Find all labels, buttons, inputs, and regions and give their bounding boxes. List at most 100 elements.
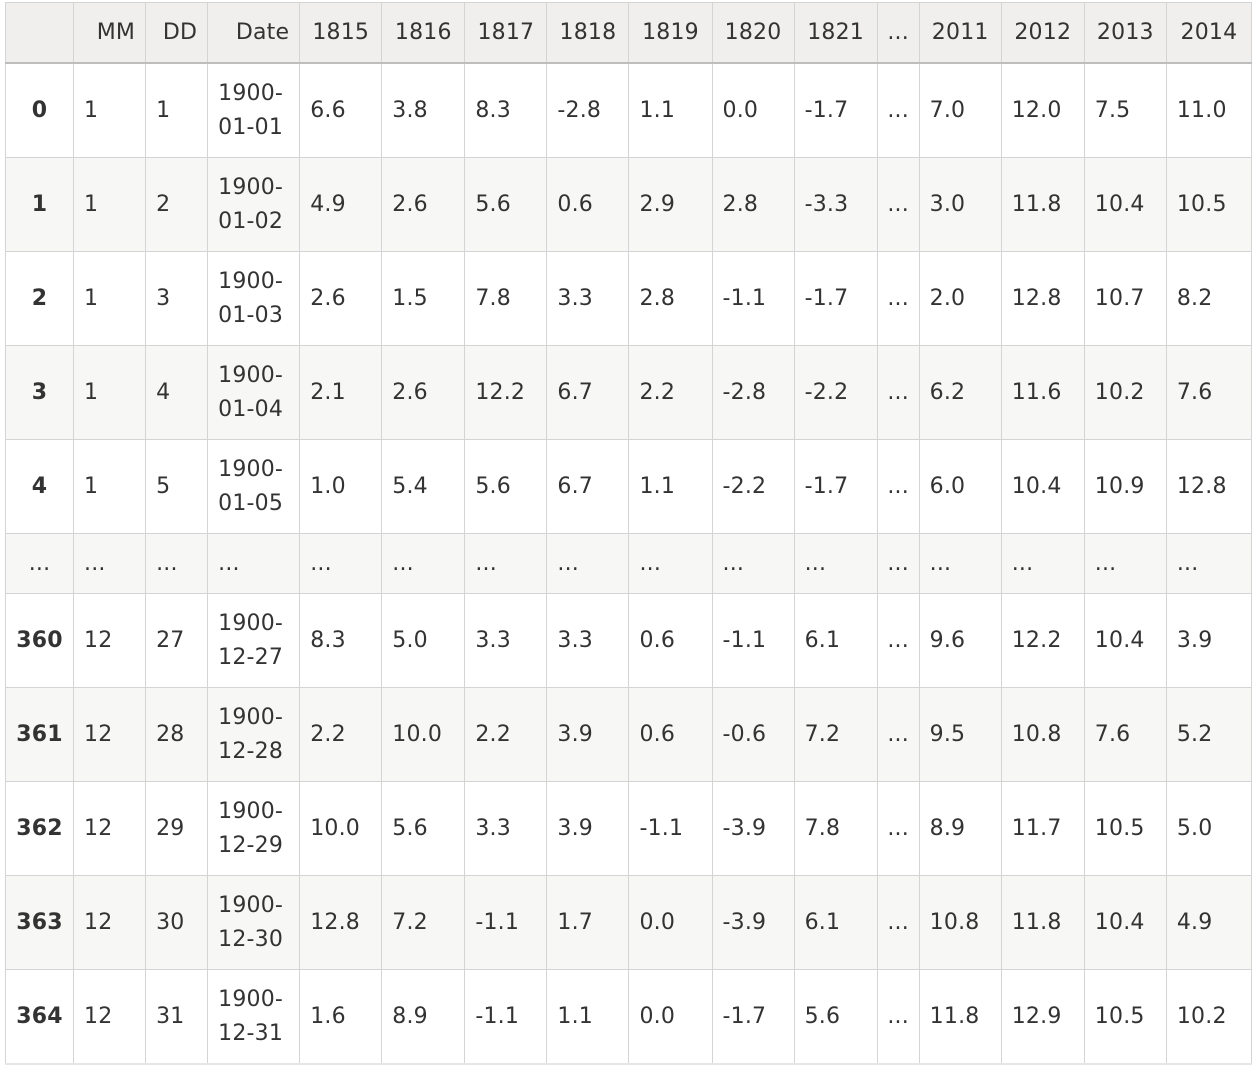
table-cell: 29 bbox=[145, 781, 209, 876]
table-cell: -1.1 bbox=[464, 969, 548, 1064]
row-index: 363 bbox=[4, 875, 75, 970]
table-row: 361 12 28 1900-12-28 2.2 10.0 2.2 3.9 0.6 -0.6 7.2… bbox=[4, 687, 1252, 782]
table-cell: 8.3 bbox=[464, 62, 548, 158]
table-cell: 12 bbox=[73, 781, 147, 876]
table-cell: 0.0 bbox=[628, 969, 713, 1064]
ellipsis-cell: ... bbox=[876, 533, 920, 594]
table-row: 0 1 1 1900-01-01 6.6 3.8 8.3 -2.8 1.1 0.0 -1.7... 7… bbox=[4, 62, 1252, 158]
table-cell: 1 bbox=[73, 157, 147, 252]
table-cell: 3 bbox=[145, 251, 209, 346]
table-cell: -1.1 bbox=[711, 593, 795, 688]
table-cell: 12.8 bbox=[1000, 251, 1085, 346]
table-cell: 9.6 bbox=[918, 593, 1002, 688]
table-cell: 6.1 bbox=[793, 593, 878, 688]
table-cell: 6.2 bbox=[918, 345, 1002, 440]
row-index: 3 bbox=[4, 345, 75, 440]
table-cell: 6.7 bbox=[546, 345, 630, 440]
table-cell: 1 bbox=[73, 251, 147, 346]
table-cell: -1.1 bbox=[711, 251, 795, 346]
table-cell: 7.6 bbox=[1083, 687, 1167, 782]
table-cell: 4 bbox=[145, 345, 209, 440]
table-cell: 3.0 bbox=[918, 157, 1002, 252]
table-cell: 12.8 bbox=[1165, 439, 1252, 534]
table-cell: 5.2 bbox=[1165, 687, 1252, 782]
table-cell: 1 bbox=[73, 62, 147, 158]
table-cell: -2.8 bbox=[711, 345, 795, 440]
table-cell: 0.0 bbox=[628, 875, 713, 970]
column-header-2013: 2013 bbox=[1083, 2, 1167, 64]
table-cell: 7.8 bbox=[793, 781, 878, 876]
table-cell: 5.6 bbox=[464, 157, 548, 252]
table-row: 2 1 3 1900-01-03 2.6 1.5 7.8 3.3 2.8 -1.1 -1.7... 2… bbox=[4, 251, 1252, 346]
table-cell: ... bbox=[73, 533, 147, 594]
table-cell: 12 bbox=[73, 593, 147, 688]
table-cell: 1 bbox=[73, 345, 147, 440]
column-header-dd: DD bbox=[145, 2, 209, 64]
table-cell: -3.3 bbox=[793, 157, 878, 252]
ellipsis-cell: ... bbox=[876, 157, 920, 252]
column-header-mm: MM bbox=[73, 2, 147, 64]
table-cell: 2.2 bbox=[628, 345, 713, 440]
table-cell: ... bbox=[918, 533, 1002, 594]
table-cell: 3.9 bbox=[546, 687, 630, 782]
table-body: 0 1 1 1900-01-01 6.6 3.8 8.3 -2.8 1.1 0.0 -1.7... 7… bbox=[4, 62, 1252, 1064]
date-cell: 1900-12-28 bbox=[207, 687, 301, 782]
ellipsis-cell: ... bbox=[876, 687, 920, 782]
table-cell: 10.4 bbox=[1083, 875, 1167, 970]
column-header-1821: 1821 bbox=[793, 2, 878, 64]
table-cell: 31 bbox=[145, 969, 209, 1064]
table-cell: ... bbox=[628, 533, 713, 594]
column-header-2011: 2011 bbox=[918, 2, 1002, 64]
column-header-2012: 2012 bbox=[1000, 2, 1085, 64]
table-cell: 11.8 bbox=[1000, 157, 1085, 252]
row-index: 360 bbox=[4, 593, 75, 688]
table-row: 360 12 27 1900-12-27 8.3 5.0 3.3 3.3 0.6 -1.1 6.1.… bbox=[4, 593, 1252, 688]
table-cell: 2.6 bbox=[381, 157, 466, 252]
table-cell: ... bbox=[711, 533, 795, 594]
table-cell: ... bbox=[1165, 533, 1252, 594]
table-cell: ... bbox=[1000, 533, 1085, 594]
table-cell: 6.7 bbox=[546, 439, 630, 534]
table-row: 1 1 2 1900-01-02 4.9 2.6 5.6 0.6 2.9 2.8 -3.3... 3.… bbox=[4, 157, 1252, 252]
table-cell: -1.7 bbox=[793, 251, 878, 346]
table-cell: 3.9 bbox=[546, 781, 630, 876]
table-cell: 12 bbox=[73, 875, 147, 970]
table-cell: 3.3 bbox=[546, 593, 630, 688]
table-cell: 5.6 bbox=[793, 969, 878, 1064]
table-cell: 1.1 bbox=[628, 439, 713, 534]
table-cell: -1.1 bbox=[464, 875, 548, 970]
table-cell: 5.0 bbox=[381, 593, 466, 688]
table-row: 362 12 29 1900-12-29 10.0 5.6 3.3 3.9 -1.1 -3.9 7.… bbox=[4, 781, 1252, 876]
table-cell: 3.8 bbox=[381, 62, 466, 158]
table-cell: 6.1 bbox=[793, 875, 878, 970]
table-cell: 10.9 bbox=[1083, 439, 1167, 534]
row-index: 1 bbox=[4, 157, 75, 252]
table-cell: 0.6 bbox=[628, 593, 713, 688]
row-index: 364 bbox=[4, 969, 75, 1064]
table-cell: 6.6 bbox=[299, 62, 383, 158]
table-cell: ... bbox=[145, 533, 209, 594]
table-cell: -1.7 bbox=[711, 969, 795, 1064]
table-cell: 10.0 bbox=[381, 687, 466, 782]
table-cell: 4.9 bbox=[299, 157, 383, 252]
table-cell: 1.1 bbox=[628, 62, 713, 158]
table-cell: 10.4 bbox=[1000, 439, 1085, 534]
table-cell: 1 bbox=[73, 439, 147, 534]
row-index: ... bbox=[4, 533, 75, 594]
row-index: 2 bbox=[4, 251, 75, 346]
table-cell: 2.8 bbox=[711, 157, 795, 252]
table-cell: 7.2 bbox=[793, 687, 878, 782]
table-cell: 11.0 bbox=[1165, 62, 1252, 158]
table-cell: 11.6 bbox=[1000, 345, 1085, 440]
table-cell: 8.9 bbox=[381, 969, 466, 1064]
column-header-ellipsis: ... bbox=[876, 2, 920, 64]
table-cell: 3.3 bbox=[546, 251, 630, 346]
table-cell: ... bbox=[1083, 533, 1167, 594]
table-cell: -2.2 bbox=[793, 345, 878, 440]
table-cell: 5.6 bbox=[381, 781, 466, 876]
table-bottom-border bbox=[5, 1063, 1252, 1065]
table-cell: 5 bbox=[145, 439, 209, 534]
ellipsis-cell: ... bbox=[876, 62, 920, 158]
table-cell: 1.6 bbox=[299, 969, 383, 1064]
table-cell: 12.0 bbox=[1000, 62, 1085, 158]
